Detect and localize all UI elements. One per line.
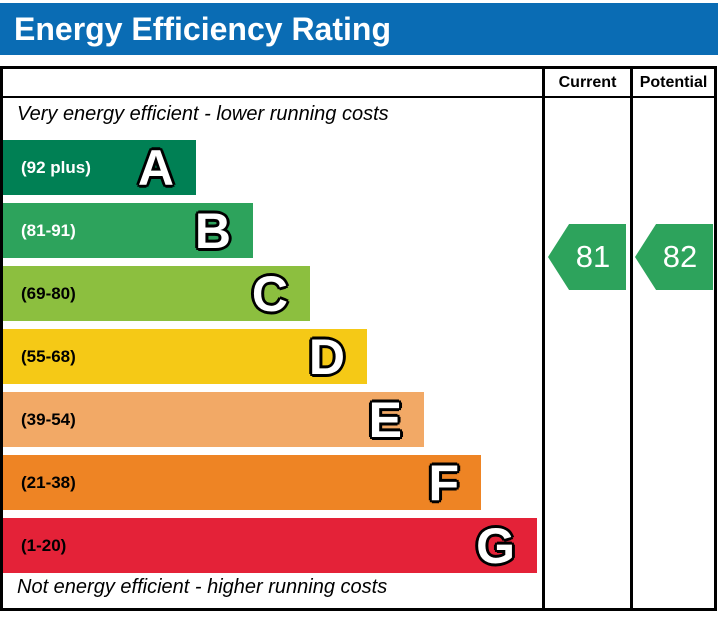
band-letter-A: A: [137, 140, 174, 196]
caption-not-efficient: Not energy efficient - higher running co…: [17, 576, 388, 598]
current-rating-value: 81: [575, 239, 611, 274]
band-range-label-A: (92 plus): [21, 158, 91, 177]
table-header-row: Current Potential: [3, 69, 714, 98]
band-range-label-E: (39-54): [21, 410, 76, 429]
potential-column-header: Potential: [639, 74, 708, 91]
current-rating-arrow: 81: [548, 224, 626, 290]
band-row-C: (69-80) C: [3, 266, 310, 322]
page-title: Energy Efficiency Rating: [14, 11, 391, 47]
band-range-label-F: (21-38): [21, 473, 76, 492]
band-letter-F: F: [428, 455, 459, 511]
band-row-D: (55-68) D: [3, 329, 367, 385]
potential-rating-arrow: 82: [635, 224, 713, 290]
band-range-label-D: (55-68): [21, 347, 76, 366]
band-range-label-G: (1-20): [21, 536, 67, 555]
band-letter-B: B: [194, 203, 231, 259]
band-letter-D: D: [308, 329, 345, 385]
band-row-B: (81-91) B: [3, 203, 253, 259]
current-column-divider: [542, 69, 545, 608]
current-column-header: Current: [558, 74, 617, 91]
band-letter-G: G: [476, 518, 515, 574]
band-row-F: (21-38) F: [3, 455, 481, 511]
rating-table: Current Potential Very energy efficient …: [0, 66, 717, 611]
band-row-G: (1-20) G: [3, 518, 537, 574]
caption-very-efficient: Very energy efficient - lower running co…: [17, 103, 389, 125]
band-range-label-C: (69-80): [21, 284, 76, 303]
band-row-A: (92 plus) A: [3, 140, 196, 196]
band-range-label-B: (81-91): [21, 221, 76, 240]
potential-column-divider: [630, 69, 633, 608]
band-letter-E: E: [368, 392, 402, 448]
band-letter-C: C: [251, 266, 288, 322]
title-bar: Energy Efficiency Rating: [0, 3, 718, 55]
band-row-E: (39-54) E: [3, 392, 424, 448]
potential-rating-value: 82: [662, 239, 698, 274]
